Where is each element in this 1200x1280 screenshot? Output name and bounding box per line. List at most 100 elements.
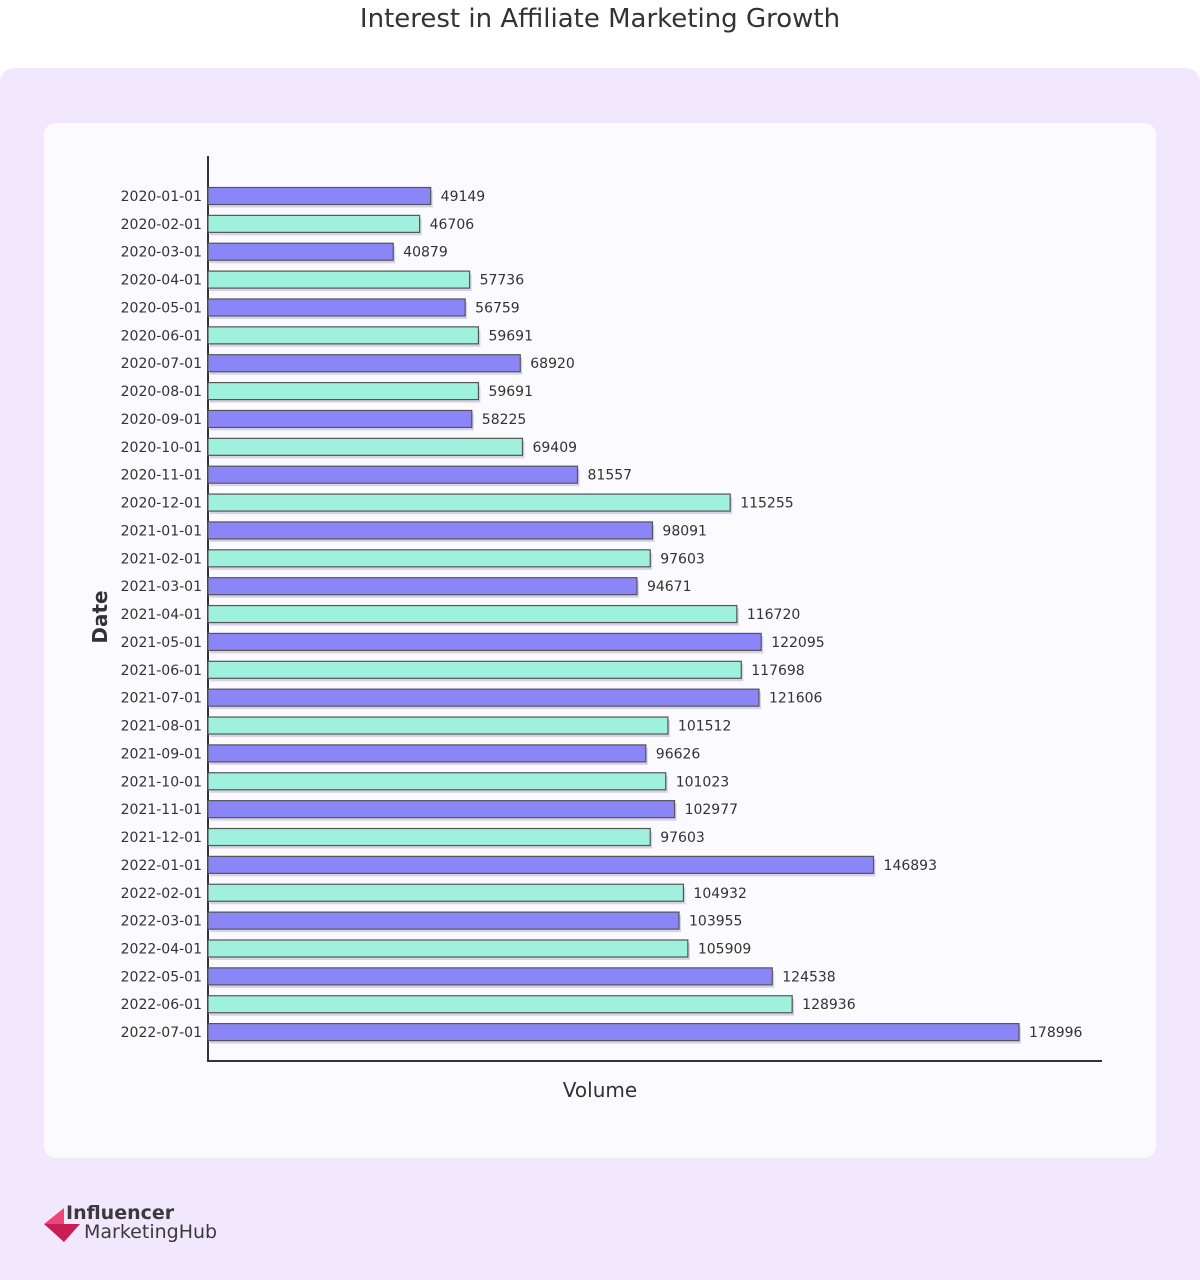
- y-tick-label: 2022-01-01: [121, 858, 202, 874]
- y-tick-label: 2020-10-01: [121, 440, 202, 456]
- y-tick-label: 2021-10-01: [121, 774, 202, 790]
- data-label: 117698: [751, 663, 804, 679]
- y-tick-label: 2020-03-01: [121, 245, 202, 261]
- y-tick-label: 2021-04-01: [121, 607, 202, 623]
- data-label: 116720: [747, 607, 800, 623]
- bar: [207, 660, 742, 679]
- bar: [207, 493, 731, 512]
- data-label: 121606: [769, 691, 823, 707]
- y-tick-label: 2021-05-01: [121, 635, 202, 651]
- bar: [207, 716, 669, 735]
- bar: [207, 521, 654, 540]
- y-tick-label: 2021-09-01: [121, 746, 202, 762]
- data-label: 97603: [660, 551, 705, 567]
- data-label: 59691: [488, 384, 533, 400]
- bar: [207, 995, 793, 1014]
- data-label: 128936: [802, 997, 856, 1013]
- y-tick-label: 2022-07-01: [121, 1025, 202, 1041]
- y-tick-label: 2020-11-01: [121, 468, 202, 484]
- data-label: 57736: [480, 273, 525, 289]
- brand-line2: MarketingHub: [84, 1221, 218, 1243]
- data-label: 105909: [698, 941, 751, 957]
- bar: [207, 855, 875, 874]
- y-tick-label: 2020-04-01: [121, 273, 202, 289]
- y-tick-label: 2020-06-01: [121, 328, 202, 344]
- y-tick-label: 2021-11-01: [121, 802, 202, 818]
- brand-logo: Influencer MarketingHub: [44, 1202, 244, 1246]
- bar: [207, 632, 762, 652]
- bar: [207, 1022, 1020, 1042]
- data-label: 58225: [482, 412, 527, 428]
- x-axis-label: Volume: [563, 1078, 637, 1102]
- bar: [207, 967, 773, 986]
- data-label: 96626: [656, 746, 701, 762]
- y-tick-label: 2022-04-01: [121, 941, 202, 957]
- bar: [207, 744, 647, 763]
- y-tick-label: 2021-02-01: [121, 551, 202, 567]
- y-tick-label: 2021-06-01: [121, 663, 202, 679]
- data-label: 103955: [689, 914, 742, 930]
- y-tick-label: 2020-08-01: [121, 384, 202, 400]
- y-tick-label: 2022-05-01: [121, 969, 202, 985]
- bar: [207, 298, 466, 317]
- data-label: 46706: [430, 217, 475, 233]
- bar: [207, 242, 394, 261]
- bar: [207, 354, 521, 373]
- bar: [207, 409, 473, 429]
- bar: [207, 186, 432, 206]
- bar: [207, 577, 638, 596]
- y-axis-label: Date: [88, 590, 112, 643]
- bar: [207, 688, 760, 707]
- y-tick-label: 2020-05-01: [121, 300, 202, 316]
- data-label: 98091: [662, 523, 707, 539]
- bar-chart: 2020-01-01 49149 2020-02-01 46706 2020-03-01…: [88, 156, 1102, 1102]
- bar: [207, 604, 738, 624]
- data-label: 69409: [532, 440, 577, 456]
- data-label: 122095: [771, 635, 824, 651]
- data-label: 56759: [475, 300, 520, 316]
- data-label: 146893: [884, 858, 937, 874]
- data-label: 40879: [403, 245, 448, 261]
- y-tick-label: 2020-12-01: [121, 496, 202, 512]
- data-label: 68920: [530, 356, 575, 372]
- y-tick-label: 2020-07-01: [121, 356, 202, 372]
- data-label: 81557: [588, 468, 633, 484]
- data-label: 94671: [647, 579, 692, 595]
- y-tick-label: 2021-12-01: [121, 830, 202, 846]
- data-label: 101023: [676, 774, 729, 790]
- y-tick-label: 2020-09-01: [121, 412, 202, 428]
- data-label: 59691: [488, 328, 533, 344]
- bar: [207, 214, 421, 233]
- y-tick-label: 2022-02-01: [121, 886, 202, 902]
- bar: [207, 800, 676, 819]
- bar: [207, 437, 524, 456]
- logo-mark-icon: [44, 1208, 80, 1242]
- y-tick-label: 2021-07-01: [121, 691, 202, 707]
- data-label: 178996: [1029, 1025, 1083, 1041]
- data-label: 101512: [678, 719, 731, 735]
- data-label: 102977: [685, 802, 738, 818]
- y-tick-label: 2022-03-01: [121, 914, 202, 930]
- y-tick-label: 2020-01-01: [121, 189, 202, 205]
- data-label: 104932: [693, 886, 746, 902]
- bar: [207, 549, 651, 568]
- data-label: 49149: [441, 189, 486, 205]
- y-tick-label: 2021-03-01: [121, 579, 202, 595]
- bar: [207, 326, 480, 345]
- bar: [207, 939, 689, 958]
- y-tick-label: 2021-08-01: [121, 719, 202, 735]
- y-tick-label: 2021-01-01: [121, 523, 202, 539]
- brand-line1: Influencer: [66, 1202, 175, 1224]
- data-label: 115255: [740, 496, 793, 512]
- bar: [207, 381, 480, 401]
- y-tick-label: 2020-02-01: [121, 217, 202, 233]
- chart-card: 2020-01-01 49149 2020-02-01 46706 2020-03-01…: [44, 123, 1156, 1158]
- data-label: 124538: [782, 969, 835, 985]
- data-label: 97603: [660, 830, 705, 846]
- bar: [207, 883, 685, 902]
- bar: [207, 772, 667, 791]
- bar: [207, 270, 471, 289]
- y-tick-label: 2022-06-01: [121, 997, 202, 1013]
- chart-title: Interest in Affiliate Marketing Growth: [359, 4, 841, 34]
- bar: [207, 827, 651, 847]
